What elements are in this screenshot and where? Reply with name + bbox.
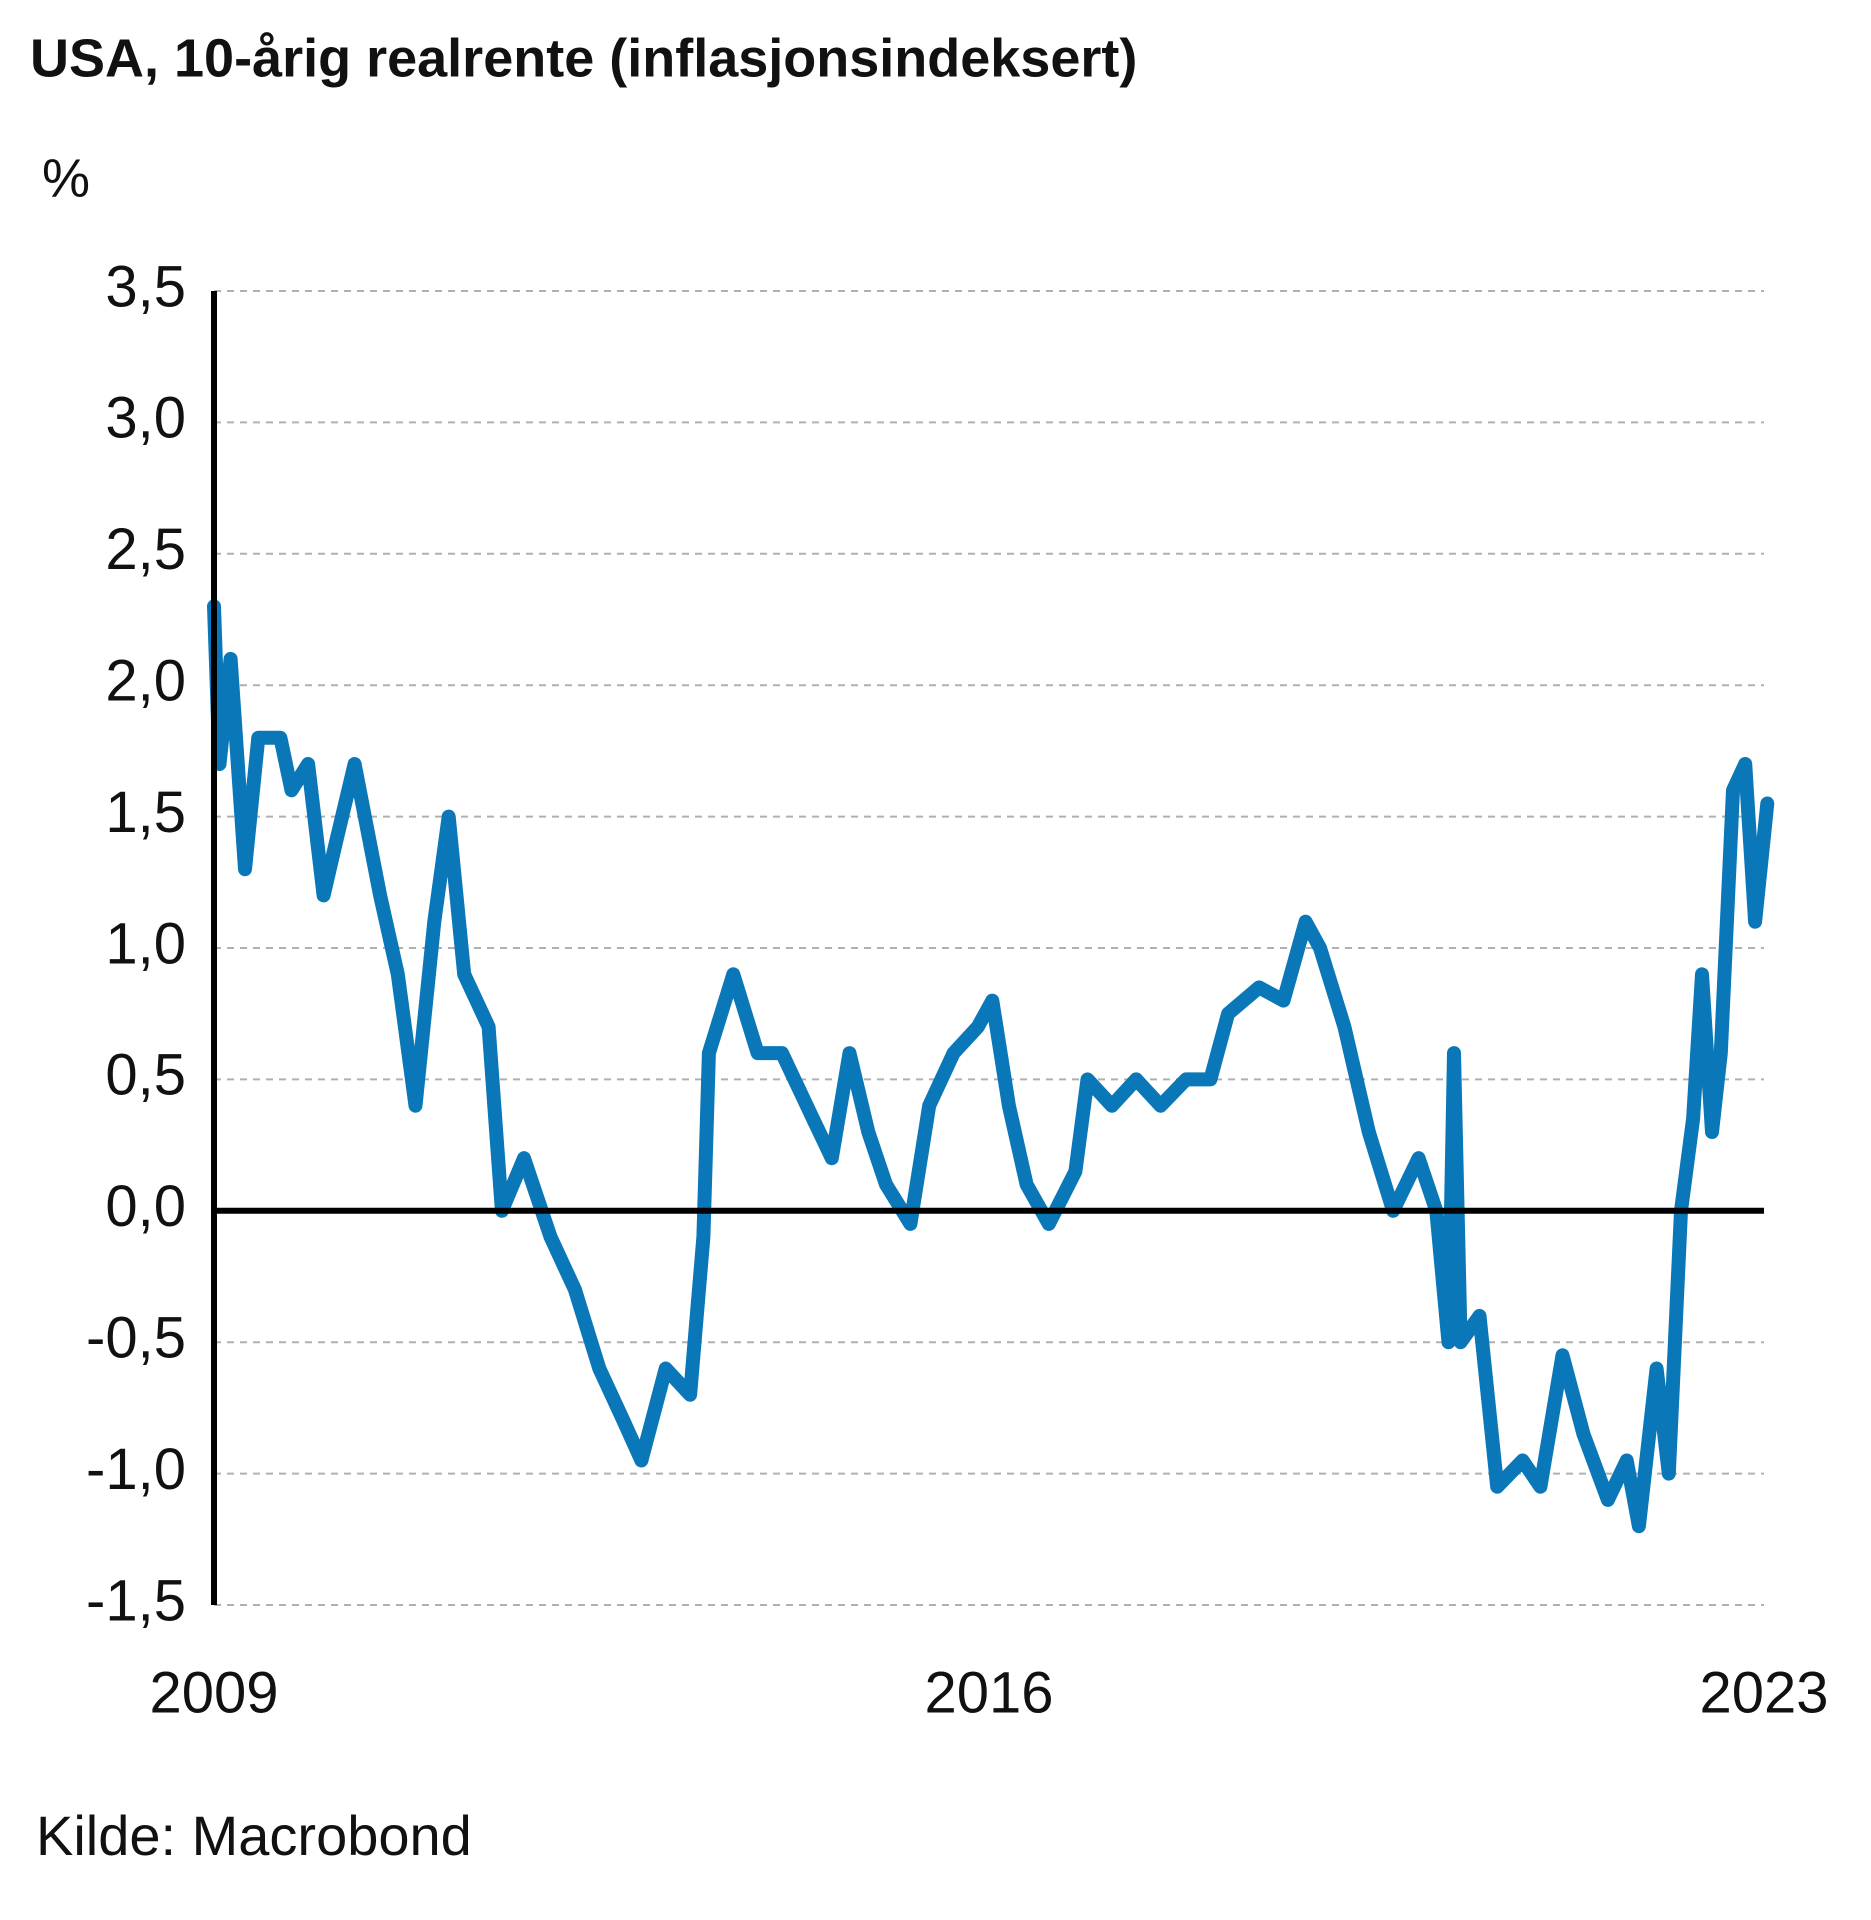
y-tick-label: 1,5	[105, 780, 186, 845]
data-line	[207, 599, 1775, 1534]
y-tick-label: 0,0	[105, 1174, 186, 1239]
x-tick-label: 2009	[149, 1660, 278, 1725]
y-tick-label: 1,0	[105, 911, 186, 976]
x-tick-label: 2023	[1699, 1660, 1828, 1725]
chart-title: USA, 10-årig realrente (inflasjonsindeks…	[30, 28, 1137, 88]
y-axis-unit: %	[42, 148, 90, 208]
source-note: Kilde: Macrobond	[36, 1804, 472, 1867]
y-tick-label: 0,5	[105, 1043, 186, 1108]
y-tick-label: -1,5	[86, 1568, 186, 1633]
y-tick-label: 2,5	[105, 517, 186, 582]
y-tick-label: 3,0	[105, 386, 186, 451]
y-tick-label: 3,5	[105, 254, 186, 319]
x-tick-label: 2016	[924, 1660, 1053, 1725]
y-tick-label: -0,5	[86, 1306, 186, 1371]
y-tick-label: 2,0	[105, 649, 186, 714]
y-tick-label: -1,0	[86, 1437, 186, 1502]
